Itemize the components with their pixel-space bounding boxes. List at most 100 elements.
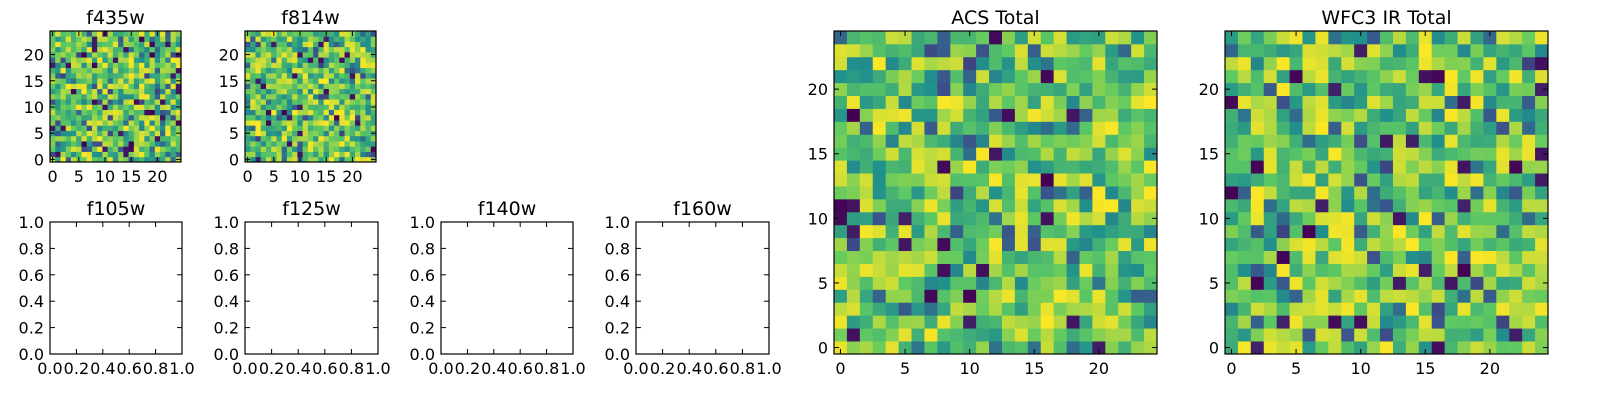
heatmap-cell [1457,315,1471,329]
heatmap-cell [255,57,262,63]
heatmap-cell [1302,56,1316,71]
heatmap-cell [1367,121,1381,135]
heatmap-cell [1289,250,1303,264]
heatmap-cell [112,141,119,147]
heatmap-cell [1367,31,1381,45]
heatmap-cell [355,141,361,147]
heatmap-cell [1341,31,1355,45]
heatmap-cell [1144,276,1158,290]
heatmap-cell [302,151,309,158]
heatmap-cell [1014,147,1029,161]
heatmap-cell [271,62,277,69]
heatmap-cell [323,146,330,152]
heatmap-cell [349,99,356,105]
heatmap-cell [360,156,366,163]
heatmap-cell [1040,160,1055,174]
heatmap-cell [313,78,319,84]
heatmap-cell [1131,160,1145,174]
heatmap-cell [1367,289,1381,303]
heatmap-cell [307,88,314,95]
heatmap-cell [365,120,372,126]
heatmap-cell [271,57,277,63]
heatmap-cell [885,147,899,161]
heatmap-cell [255,125,262,131]
heatmap-cell [118,51,124,58]
heatmap-cell [344,36,351,42]
heatmap-cell [149,41,156,48]
heatmap-cell [349,141,356,147]
heatmap-cell [281,72,288,79]
heatmap-cell [1328,173,1342,187]
heatmap-cell [1276,134,1290,148]
heatmap-cell [65,93,72,100]
heatmap-cell [302,36,309,42]
heatmap-cell [365,130,372,137]
heatmap-cell [355,72,361,79]
heatmap-cell [123,78,129,84]
heatmap-cell [1225,173,1239,187]
heatmap-cell [1053,186,1067,200]
x-tick-label: 0.2 [64,359,89,378]
heatmap-cell [1131,43,1145,58]
heatmap-cell [1144,82,1158,96]
heatmap-cell [81,31,88,37]
heatmap-cell [355,156,361,163]
heatmap-cell [313,57,319,63]
heatmap-cell [65,120,72,126]
heatmap-cell [911,328,925,342]
heatmap-cell [165,41,171,48]
heatmap-cell [281,31,288,37]
heatmap-cell [1535,198,1549,213]
heatmap-cell [133,114,140,121]
heatmap-cell [160,78,166,84]
heatmap-cell [302,130,309,137]
y-tick-label: 5 [818,274,828,293]
heatmap-cell [50,151,56,158]
heatmap-cell [65,41,72,48]
heatmap-cell [260,88,267,95]
heatmap-cell [1509,147,1523,161]
heatmap-cell [360,146,366,152]
heatmap-cell [1053,237,1067,252]
heatmap-cell [255,88,262,95]
heatmap-cell [86,120,93,126]
heatmap-cell [260,141,267,147]
heatmap-cell [1444,211,1458,226]
heatmap-cell [1315,289,1329,303]
heatmap-cell [885,315,899,329]
heatmap-cell [1289,315,1303,329]
heatmap-cell [872,134,887,148]
heatmap-cell [102,41,109,48]
heatmap-cell [1470,108,1484,122]
heatmap-cell [1431,328,1446,342]
heatmap-cell [318,141,324,147]
heatmap-cell [276,51,283,58]
heatmap-cell [1066,147,1080,161]
heatmap-cell [1496,69,1510,84]
heatmap-cell [328,93,335,100]
heatmap-cell [128,125,135,131]
heatmap-cell [149,120,156,126]
heatmap-cell [128,46,135,53]
heatmap-cell [872,31,887,45]
heatmap-cell [307,104,314,110]
heatmap-cell [1341,69,1355,84]
heatmap-cell [318,46,324,53]
heatmap-cell [885,198,899,213]
heatmap-cell [834,134,848,148]
heatmap-cell [112,83,119,90]
heatmap-cell [175,46,182,53]
heatmap-cell [1027,95,1042,109]
heatmap-cell [1302,108,1316,122]
heatmap-cell [133,109,140,116]
heatmap-cell [175,83,182,90]
heatmap-cell [55,109,61,116]
heatmap-cell [133,72,140,79]
heatmap-cell [86,151,93,158]
heatmap-cell [834,276,848,290]
heatmap-cell [175,72,182,79]
heatmap-cell [81,67,88,74]
x-tick-label: 10 [959,359,979,378]
heatmap-cell [165,93,171,100]
heatmap-cell [1354,302,1368,316]
